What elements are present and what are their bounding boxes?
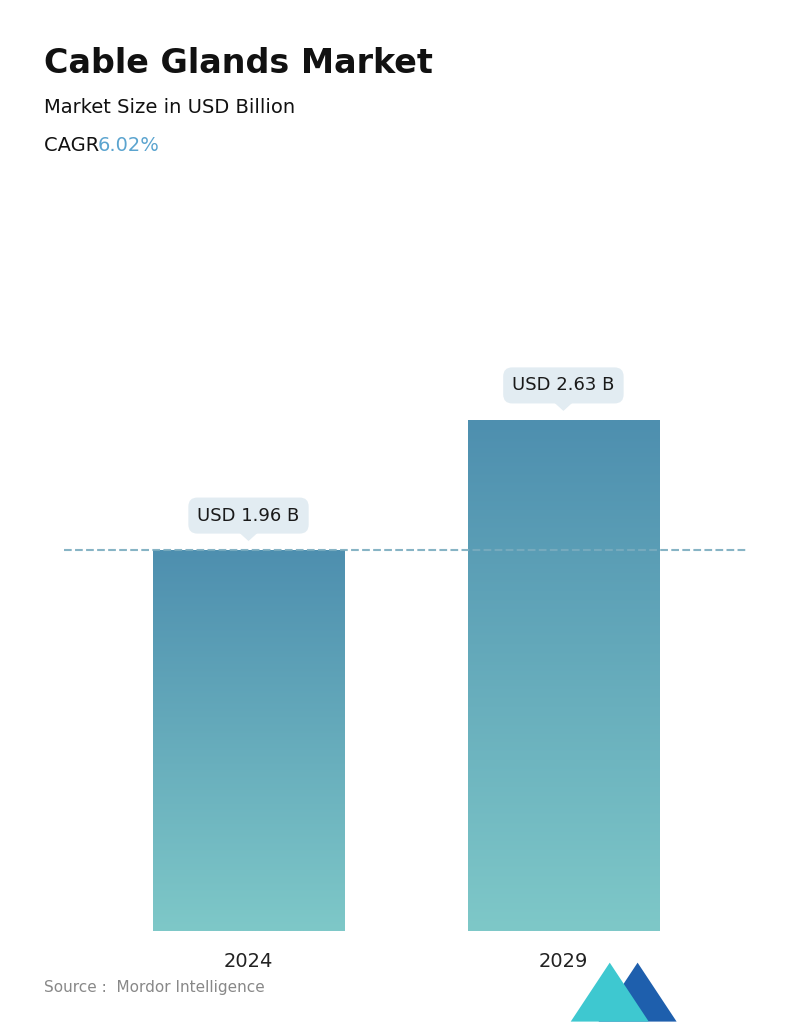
Polygon shape — [599, 963, 677, 1022]
Text: USD 1.96 B: USD 1.96 B — [197, 507, 299, 524]
Text: Market Size in USD Billion: Market Size in USD Billion — [44, 98, 295, 117]
Text: Cable Glands Market: Cable Glands Market — [44, 47, 433, 80]
Text: Source :  Mordor Intelligence: Source : Mordor Intelligence — [44, 979, 264, 995]
Polygon shape — [546, 394, 580, 409]
Text: USD 2.63 B: USD 2.63 B — [512, 376, 615, 394]
Polygon shape — [232, 524, 266, 540]
Text: CAGR: CAGR — [44, 136, 111, 155]
Text: 6.02%: 6.02% — [98, 136, 160, 155]
Polygon shape — [571, 963, 649, 1022]
